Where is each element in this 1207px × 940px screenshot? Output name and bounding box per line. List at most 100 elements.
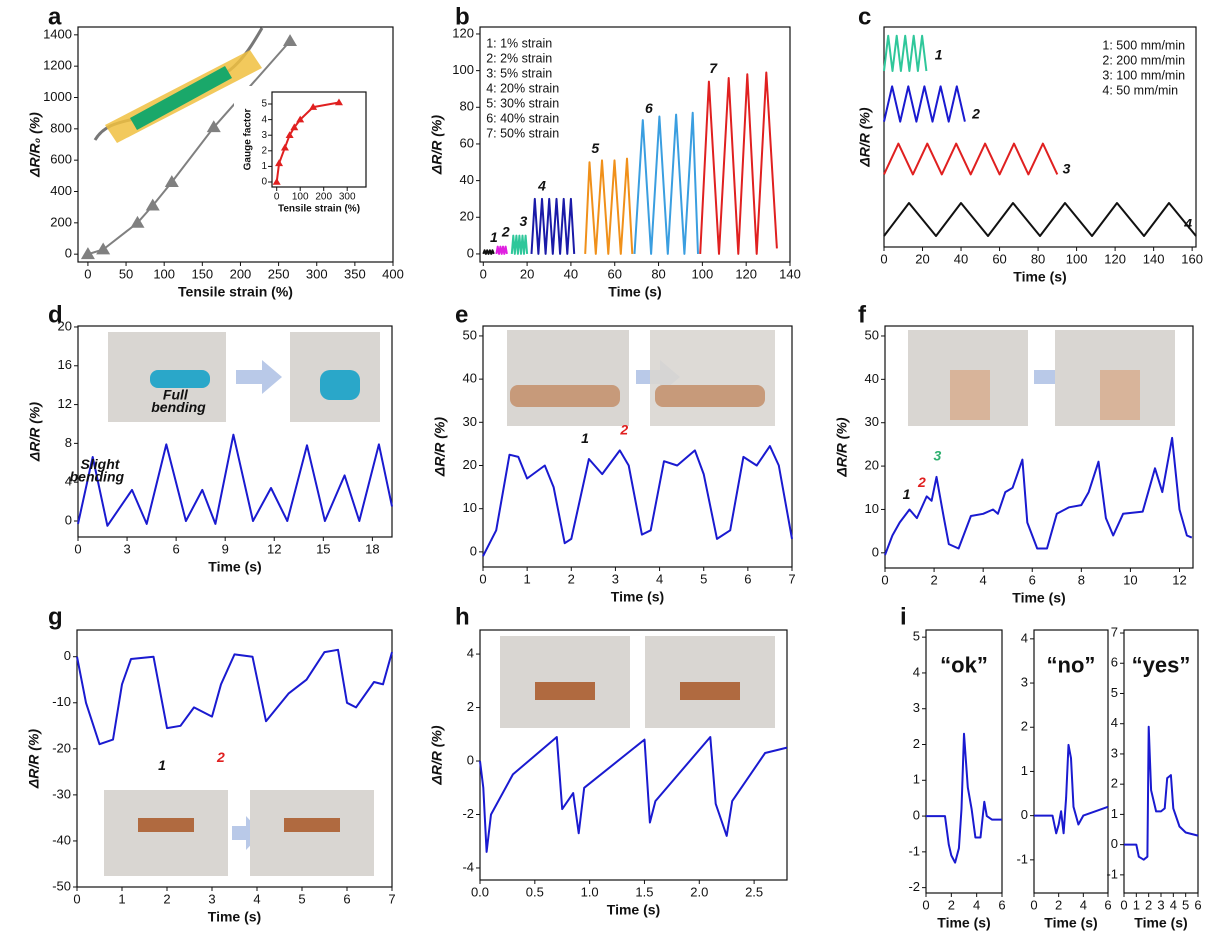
y-axis-title: ΔR/R (%) <box>857 107 873 168</box>
y-tick-label: 5 <box>1111 685 1118 700</box>
y-tick-label: 0 <box>65 246 72 261</box>
x-axis-title: Time (s) <box>208 559 261 575</box>
panel: 0246-101234Time (s)“no” <box>1016 630 1111 931</box>
panel-letter: h <box>455 603 470 630</box>
annotation: 2 <box>216 749 225 765</box>
x-tick-label: 3 <box>123 541 130 556</box>
legend-entry: 7: 50% strain <box>486 127 559 141</box>
panel: 0123456-101234567Time (s)“yes” <box>1106 624 1201 930</box>
panel-title: “yes” <box>1132 653 1191 678</box>
x-tick-label: 12 <box>267 541 281 556</box>
x-tick-label: 8 <box>1078 572 1085 587</box>
panel: 01234567-50-40-30-20-100Time (s)ΔR/R (%)… <box>26 603 396 924</box>
y-tick-label: 30 <box>865 414 879 429</box>
photos-e <box>507 330 775 426</box>
x-tick-label: 3 <box>208 891 215 906</box>
annotation: 4 <box>537 178 546 194</box>
y-tick-label: 0 <box>261 177 267 188</box>
y-tick-label: 3 <box>1111 745 1118 760</box>
x-tick-label: 80 <box>1031 251 1045 266</box>
x-tick-label: 2 <box>1055 897 1062 912</box>
data-line <box>483 250 494 254</box>
panel-letter: b <box>455 3 470 30</box>
annotation: 7 <box>709 60 718 76</box>
x-tick-label: 5 <box>298 891 305 906</box>
x-axis-title: Time (s) <box>1013 269 1066 285</box>
legend-entry: 4: 50 mm/min <box>1102 83 1178 97</box>
y-tick-label: -20 <box>52 740 71 755</box>
x-tick-label: 12 <box>1172 572 1186 587</box>
data-line <box>635 113 699 254</box>
y-tick-label: 20 <box>460 209 474 224</box>
x-axis-title: Time (s) <box>1134 915 1187 931</box>
x-tick-label: 200 <box>230 266 252 281</box>
data-line <box>1034 745 1108 833</box>
x-axis-title: Time (s) <box>608 284 661 300</box>
y-tick-label: 3 <box>913 700 920 715</box>
y-axis-title: ΔR/R (%) <box>429 725 445 786</box>
y-tick-label: 30 <box>463 414 477 429</box>
x-tick-label: 60 <box>608 266 622 281</box>
y-axis-title: ΔR/R (%) <box>429 115 445 176</box>
y-tick-label: 50 <box>865 327 879 342</box>
x-tick-label: 1 <box>118 891 125 906</box>
panel: 020406080100120140160Time (s)ΔR/R (%)c1:… <box>857 3 1203 284</box>
x-tick-label: 6 <box>1104 897 1111 912</box>
panel-letter: a <box>48 3 62 30</box>
data-line <box>77 650 392 744</box>
x-tick-label: 400 <box>382 266 404 281</box>
y-axis-title: ΔR/R (%) <box>432 417 448 478</box>
y-axis-title: Gauge factor <box>243 109 254 171</box>
x-tick-label: 20 <box>520 266 534 281</box>
y-tick-label: 12 <box>58 396 72 411</box>
data-line <box>700 73 777 254</box>
photos-d <box>108 332 380 422</box>
y-tick-label: 20 <box>865 458 879 473</box>
y-tick-label: 1 <box>261 161 267 172</box>
data-line <box>926 734 1002 863</box>
x-tick-label: 6 <box>343 891 350 906</box>
legend-entry: 6: 40% strain <box>486 112 559 126</box>
x-axis-title: Tensile strain (%) <box>178 284 293 300</box>
x-tick-label: 2.5 <box>745 884 763 899</box>
legend-entry: 3: 100 mm/min <box>1102 68 1185 82</box>
x-tick-label: 4 <box>973 897 980 912</box>
y-tick-label: 40 <box>865 371 879 386</box>
x-tick-label: 9 <box>222 541 229 556</box>
x-tick-label: 100 <box>1066 251 1088 266</box>
annotation: 1 <box>903 486 911 502</box>
x-tick-label: 0 <box>74 541 81 556</box>
x-axis-title: Tensile strain (%) <box>278 204 360 215</box>
y-tick-label: 0 <box>913 808 920 823</box>
data-line <box>884 144 1057 175</box>
data-line <box>885 438 1192 555</box>
x-tick-label: 0 <box>922 897 929 912</box>
y-tick-label: -4 <box>462 859 474 874</box>
x-tick-label: 6 <box>744 571 751 586</box>
y-tick-label: 2 <box>261 145 267 156</box>
y-tick-label: 400 <box>50 183 72 198</box>
y-tick-label: 0 <box>470 543 477 558</box>
x-axis-title: Time (s) <box>208 909 261 925</box>
x-tick-label: 4 <box>656 571 663 586</box>
y-tick-label: 4 <box>1111 715 1118 730</box>
legend-entry: 2: 2% strain <box>486 52 552 66</box>
data-line <box>1124 727 1198 860</box>
x-tick-label: 2 <box>163 891 170 906</box>
x-tick-label: 6 <box>1029 572 1036 587</box>
y-tick-label: 3 <box>261 130 267 141</box>
y-tick-label: 4 <box>913 664 920 679</box>
data-line <box>496 247 507 254</box>
y-tick-label: 1200 <box>43 58 72 73</box>
y-tick-label: 5 <box>261 99 267 110</box>
x-tick-label: 0 <box>1120 897 1127 912</box>
annotation: 3 <box>520 213 528 229</box>
y-tick-label: 8 <box>65 435 72 450</box>
x-tick-label: 300 <box>306 266 328 281</box>
x-tick-label: 80 <box>651 266 665 281</box>
data-line <box>884 203 1196 236</box>
x-tick-label: 2.0 <box>690 884 708 899</box>
x-tick-label: 0 <box>880 251 887 266</box>
y-tick-label: 0 <box>872 544 879 559</box>
x-tick-label: 40 <box>954 251 968 266</box>
